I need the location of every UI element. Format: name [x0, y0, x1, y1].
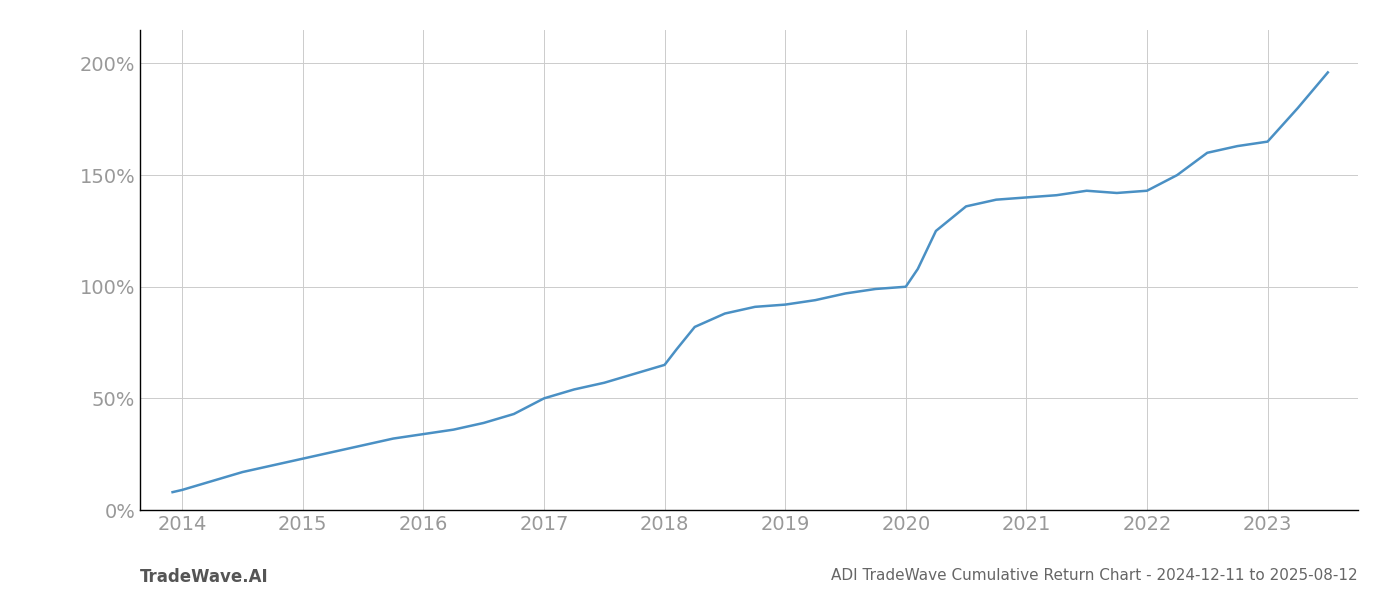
Text: TradeWave.AI: TradeWave.AI	[140, 568, 269, 586]
Text: ADI TradeWave Cumulative Return Chart - 2024-12-11 to 2025-08-12: ADI TradeWave Cumulative Return Chart - …	[832, 568, 1358, 583]
